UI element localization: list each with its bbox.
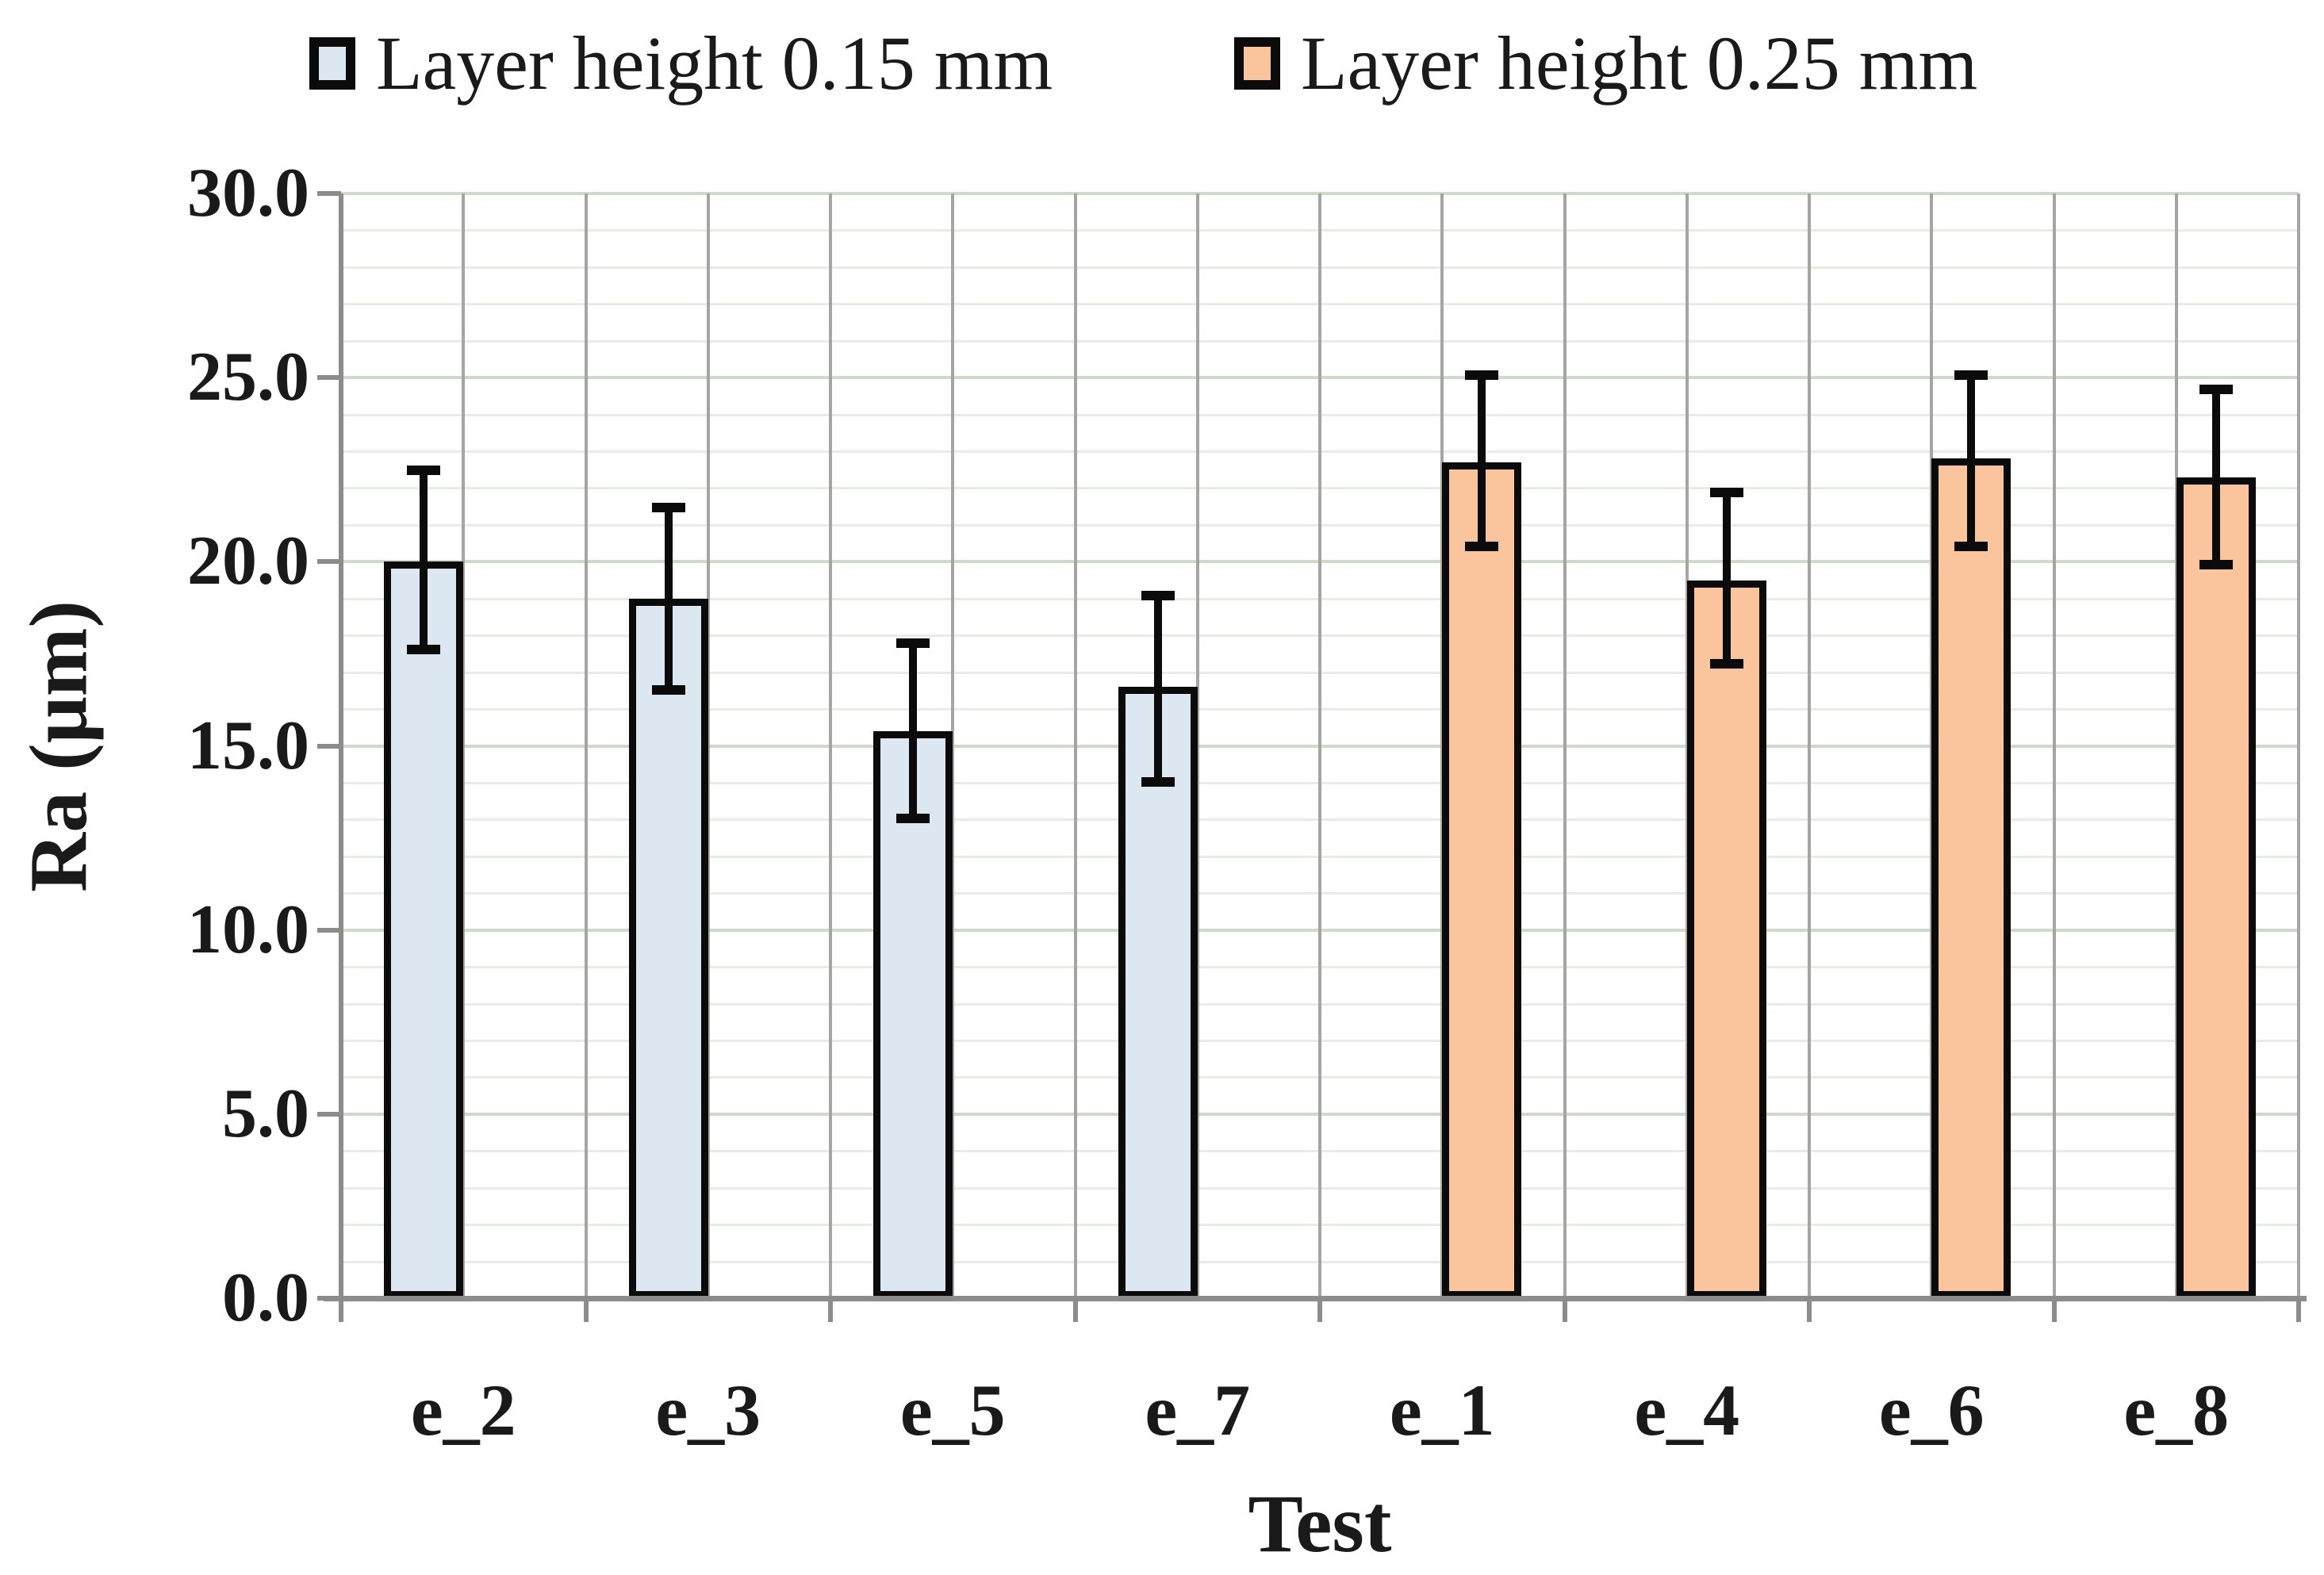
legend-item: Layer height 0.15 mm	[309, 19, 1053, 108]
legend-label: Layer height 0.25 mm	[1301, 21, 1978, 105]
error-bar	[1478, 374, 1486, 547]
y-tick-label: 15.0	[187, 707, 309, 784]
gridline-vertical	[951, 194, 955, 1298]
error-bar	[909, 642, 918, 820]
error-bar-cap-top	[1465, 370, 1499, 380]
x-tick-label: e_4	[1634, 1370, 1740, 1450]
legend-item: Layer height 0.25 mm	[1234, 19, 1977, 108]
y-axis-title: Ra (μm)	[13, 600, 105, 892]
x-axis-tick	[583, 1298, 589, 1322]
x-axis-tick	[1562, 1298, 1567, 1322]
error-bar-cap-bottom	[1954, 541, 1988, 551]
error-bar-cap-top	[1954, 370, 1988, 380]
error-bar-cap-bottom	[651, 684, 685, 695]
bar-e_5	[873, 730, 953, 1298]
legend-swatch	[309, 37, 355, 90]
legend-swatch	[1234, 37, 1280, 90]
y-tick-label: 5.0	[222, 1075, 309, 1152]
x-tick-label: e_2	[410, 1370, 516, 1450]
x-axis-line	[324, 1296, 2307, 1301]
y-tick-label: 30.0	[187, 155, 309, 232]
error-bar-cap-bottom	[407, 644, 441, 654]
bar-e_8	[2176, 477, 2256, 1298]
bar-e_1	[1442, 462, 1522, 1298]
y-axis-line	[339, 194, 343, 1321]
bar-e_7	[1118, 687, 1198, 1298]
x-tick-label: e_1	[1389, 1370, 1495, 1450]
gridline-vertical	[2297, 194, 2300, 1298]
y-tick-label: 10.0	[187, 891, 309, 968]
gridline-vertical	[1318, 194, 1321, 1298]
error-bar	[1967, 374, 1976, 547]
legend: Layer height 0.15 mm Layer height 0.25 mm	[0, 19, 2324, 122]
x-tick-label: e_7	[1145, 1370, 1251, 1450]
y-axis-tick	[317, 1111, 341, 1117]
error-bar-cap-bottom	[896, 814, 930, 824]
x-axis-tick	[2296, 1298, 2301, 1322]
x-axis-title: Test	[1248, 1478, 1392, 1569]
x-axis-tick	[1072, 1298, 1078, 1322]
x-axis-tick	[2051, 1298, 2057, 1322]
bar-e_6	[1931, 458, 2011, 1298]
error-bar	[420, 469, 428, 650]
x-tick-label: e_5	[899, 1370, 1006, 1450]
error-bar-cap-bottom	[2199, 559, 2233, 569]
error-bar	[1722, 492, 1731, 665]
x-axis-tick	[828, 1298, 833, 1322]
error-bar	[664, 506, 673, 691]
error-bar-cap-top	[896, 638, 930, 649]
x-tick-label: e_8	[2123, 1370, 2230, 1450]
error-bar-cap-bottom	[1709, 659, 1743, 669]
error-bar-cap-top	[1141, 591, 1175, 601]
x-axis-tick	[1317, 1298, 1322, 1322]
x-tick-label: e_6	[1878, 1370, 1985, 1450]
error-bar-cap-top	[1709, 488, 1743, 498]
error-bar	[1153, 595, 1162, 783]
y-tick-label: 20.0	[187, 523, 309, 600]
error-bar-cap-top	[651, 502, 685, 512]
x-tick-label: e_3	[655, 1370, 761, 1450]
y-axis-tick	[317, 191, 341, 196]
gridline-vertical	[1563, 194, 1567, 1298]
y-axis-tick	[317, 375, 341, 381]
gridline-vertical	[1195, 194, 1199, 1298]
gridline-vertical	[1808, 194, 1811, 1298]
gridline-vertical	[462, 194, 466, 1298]
bar-e_3	[628, 598, 708, 1298]
bar-e_2	[384, 561, 464, 1298]
gridline-vertical	[706, 194, 710, 1298]
y-axis-tick	[317, 559, 341, 565]
y-axis-tick	[317, 743, 341, 749]
error-bar-cap-top	[407, 466, 441, 476]
gridline-vertical	[584, 194, 588, 1298]
legend-label: Layer height 0.15 mm	[376, 21, 1053, 105]
x-axis-tick	[1807, 1298, 1812, 1322]
error-bar	[2211, 389, 2220, 565]
error-bar-cap-bottom	[1141, 776, 1175, 787]
error-bar-cap-top	[2199, 385, 2233, 395]
gridline-vertical	[1073, 194, 1077, 1298]
error-bar-cap-bottom	[1465, 541, 1499, 551]
gridline-vertical	[2052, 194, 2056, 1298]
y-tick-label: 0.0	[222, 1259, 309, 1336]
gridline-vertical	[829, 194, 832, 1298]
y-axis-tick	[317, 927, 341, 933]
bar-e_4	[1686, 580, 1766, 1298]
y-tick-label: 25.0	[187, 339, 309, 416]
